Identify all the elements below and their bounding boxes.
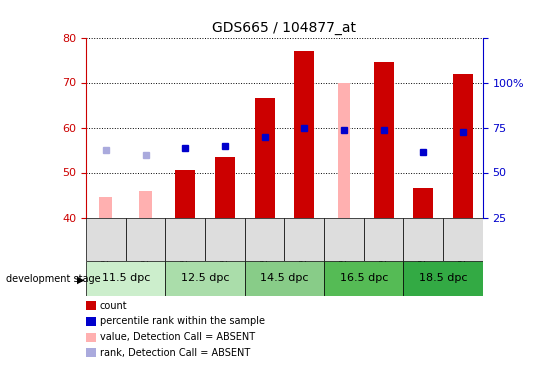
Bar <box>215 157 235 218</box>
Text: count: count <box>100 301 128 310</box>
Bar <box>294 51 314 217</box>
Text: ▶: ▶ <box>77 274 84 284</box>
Bar <box>165 261 245 296</box>
Bar <box>324 217 364 261</box>
Text: 12.5 dpc: 12.5 dpc <box>181 273 229 284</box>
Bar <box>403 217 443 261</box>
Bar <box>175 170 195 217</box>
Bar <box>443 217 483 261</box>
Text: 11.5 dpc: 11.5 dpc <box>102 273 150 284</box>
Bar <box>205 217 245 261</box>
Bar <box>453 74 473 217</box>
Text: rank, Detection Call = ABSENT: rank, Detection Call = ABSENT <box>100 348 250 358</box>
Bar <box>374 62 393 217</box>
Bar <box>284 217 324 261</box>
Bar <box>255 98 275 218</box>
Text: 18.5 dpc: 18.5 dpc <box>419 273 467 284</box>
Bar <box>165 217 205 261</box>
Bar <box>324 261 403 296</box>
Bar <box>245 261 324 296</box>
Bar <box>364 217 403 261</box>
Bar <box>126 217 165 261</box>
Text: percentile rank within the sample: percentile rank within the sample <box>100 316 265 326</box>
Text: value, Detection Call = ABSENT: value, Detection Call = ABSENT <box>100 332 255 342</box>
Bar <box>86 217 126 261</box>
Bar <box>403 261 483 296</box>
Text: 14.5 dpc: 14.5 dpc <box>260 273 309 284</box>
Bar <box>86 261 165 296</box>
Bar <box>99 197 112 217</box>
Text: development stage: development stage <box>6 274 100 284</box>
Text: 16.5 dpc: 16.5 dpc <box>340 273 388 284</box>
Bar <box>245 217 284 261</box>
Bar <box>413 188 433 218</box>
Title: GDS665 / 104877_at: GDS665 / 104877_at <box>213 21 356 35</box>
Bar <box>139 190 152 217</box>
Bar <box>337 82 350 218</box>
